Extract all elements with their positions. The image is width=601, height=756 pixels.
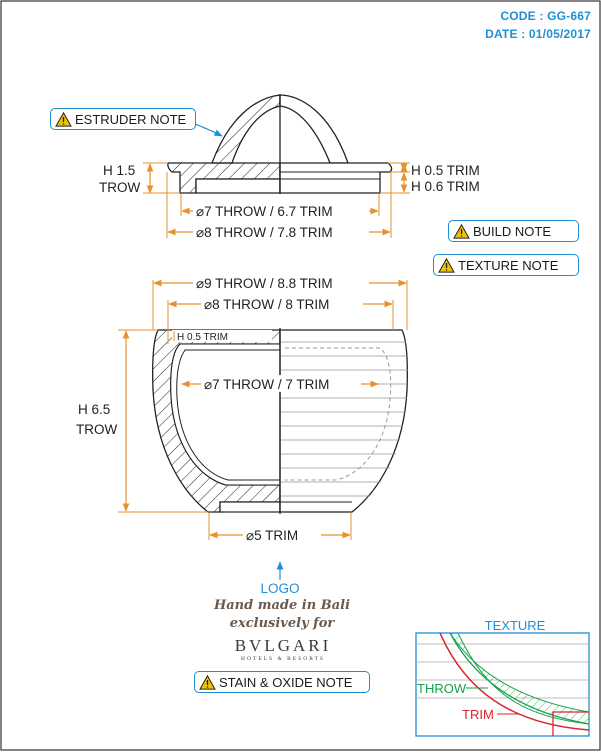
lid-section: H 1.5 TROW H 0.5 TRIM H 0.6 TRIM ⌀7 THRO… — [99, 94, 480, 240]
estruder-note-button[interactable]: ESTRUDER NOTE — [50, 108, 196, 130]
bowl-inner-dashed — [285, 347, 392, 481]
lid-flange-left — [195, 178, 281, 194]
bowl-height-sub: TROW — [76, 422, 117, 437]
bowl-dia-inner-bg — [201, 375, 361, 392]
bowl-dia-top-bg — [193, 274, 369, 291]
bowl-dia-second: ⌀8 THROW / 8 TRIM — [204, 297, 329, 312]
bowl-wall-right — [279, 329, 408, 513]
logo-label: LOGO — [260, 581, 299, 596]
warning-icon — [55, 111, 72, 127]
estruder-note-label: ESTRUDER NOTE — [75, 111, 187, 127]
texture-note-button[interactable]: TEXTURE NOTE — [433, 254, 579, 276]
detail-throw-curve — [449, 633, 589, 725]
bowl-rim-trim: H 0.5 TRIM — [177, 332, 228, 343]
logo-line2: exclusively for — [230, 616, 336, 631]
logo-brand: BVLGARI — [235, 636, 332, 655]
lid-trim-bottom: H 0.6 TRIM — [411, 179, 480, 194]
lid-dia-inner-bg — [193, 202, 369, 219]
bowl-dia-second-bg — [201, 295, 363, 312]
lid-handle-left — [211, 94, 281, 164]
detail-throw-label: THROW — [417, 681, 467, 696]
date-label: DATE : 01/05/2017 — [485, 27, 591, 41]
lid-dia-inner: ⌀7 THROW / 6.7 TRIM — [196, 204, 333, 219]
bowl-dia-inner: ⌀7 THROW / 7 TRIM — [204, 377, 329, 392]
bowl-base-bg — [243, 526, 321, 543]
bowl-rim-bg — [172, 330, 272, 342]
logo-brand-sub: HOTELS & RESORTS — [241, 656, 325, 662]
warning-icon — [199, 674, 216, 690]
throw-lines — [280, 341, 408, 497]
lid-height-label: H 1.5 — [103, 163, 135, 178]
logo-line1: Hand made in Bali — [213, 598, 350, 613]
detail-trim-curve — [439, 633, 589, 731]
bowl-cavity-left — [170, 343, 281, 486]
stain-oxide-note-label: STAIN & OXIDE NOTE — [219, 674, 353, 690]
code-label: CODE : GG-667 — [500, 9, 591, 23]
detail-trim-label: TRIM — [462, 707, 494, 722]
texture-detail: TEXTURE THROW TRIM — [415, 618, 590, 737]
bowl-dia-base: ⌀5 TRIM — [246, 528, 298, 543]
lid-handle-right — [279, 94, 349, 164]
lid-dia-outer-bg — [193, 223, 369, 240]
build-note-button[interactable]: BUILD NOTE — [448, 220, 579, 242]
bowl-foot-left — [219, 501, 281, 513]
bowl-dia-top: ⌀9 THROW / 8.8 TRIM — [196, 276, 333, 291]
build-note-label: BUILD NOTE — [473, 223, 552, 239]
bowl-height: H 6.5 — [78, 402, 110, 417]
bowl-section: ⌀9 THROW / 8.8 TRIM ⌀8 THROW / 8 TRIM H … — [76, 274, 408, 580]
warning-icon — [453, 223, 470, 239]
lid-plate-right — [279, 162, 393, 194]
lid-dia-outer: ⌀8 THROW / 7.8 TRIM — [196, 225, 333, 240]
warning-icon — [438, 257, 455, 273]
detail-throw-band — [449, 633, 589, 725]
logo-block: LOGO Hand made in Bali exclusively for B… — [213, 581, 350, 662]
stain-oxide-note-button[interactable]: STAIN & OXIDE NOTE — [194, 671, 370, 693]
detail-title: TEXTURE — [485, 618, 546, 633]
lid-trim-top: H 0.5 TRIM — [411, 163, 480, 178]
texture-note-label: TEXTURE NOTE — [458, 257, 559, 273]
lid-height-sub: TROW — [99, 180, 140, 195]
detail-trim-foot — [552, 711, 589, 736]
